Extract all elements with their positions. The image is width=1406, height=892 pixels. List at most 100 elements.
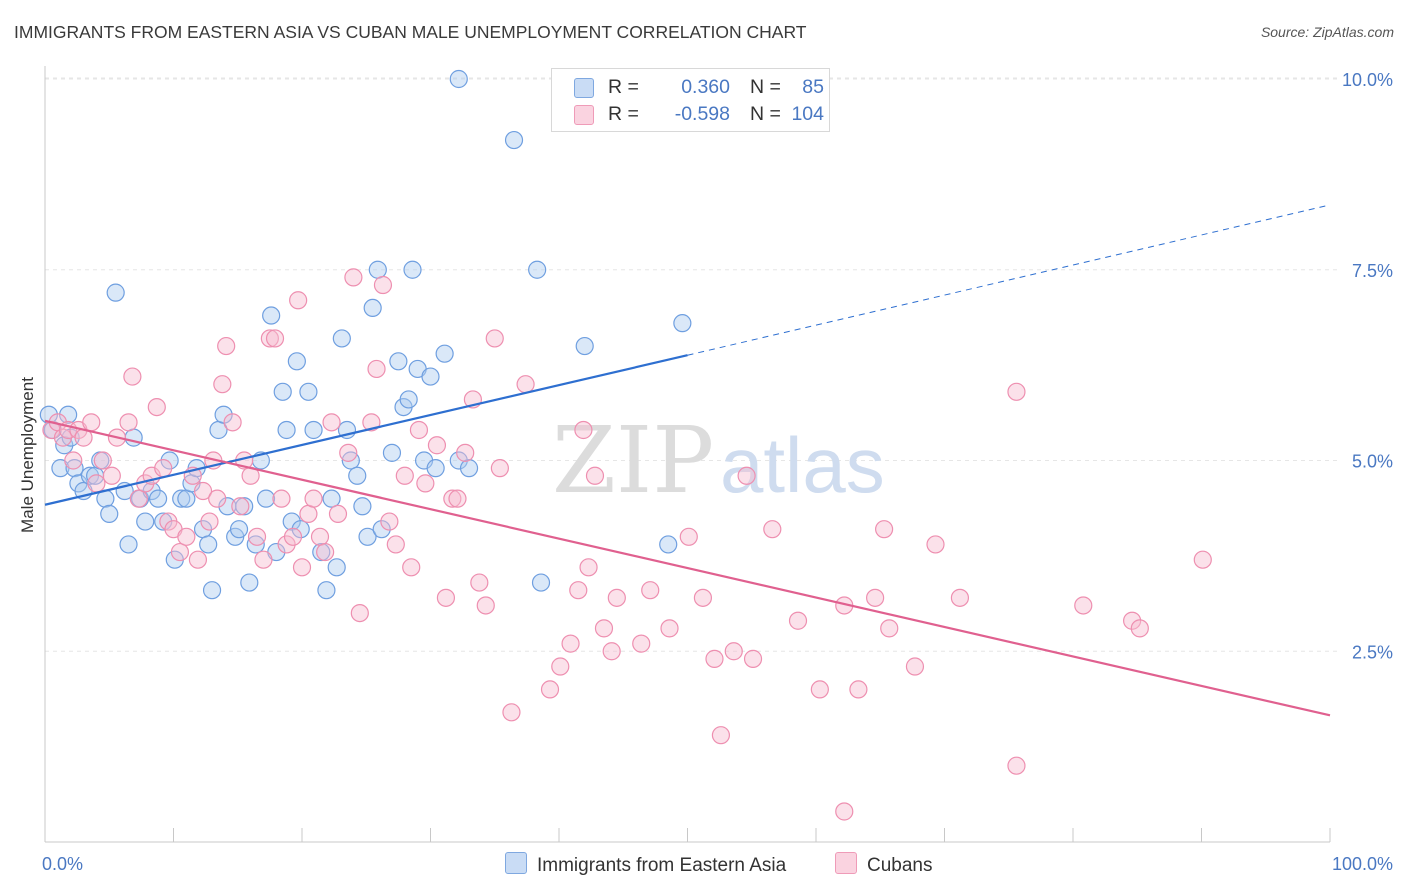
bottom-legend-eastern-asia: Immigrants from Eastern Asia <box>505 852 786 877</box>
point-cubans <box>476 596 495 615</box>
bottom-legend-cubans: Cubans <box>835 852 933 877</box>
point-eastern-asia <box>504 130 524 150</box>
point-eastern-asia <box>531 573 551 592</box>
point-cubans <box>602 642 621 661</box>
point-cubans <box>950 588 970 607</box>
point-cubans <box>395 466 414 485</box>
point-eastern-asia <box>229 520 249 539</box>
point-eastern-asia <box>399 390 418 409</box>
point-cubans <box>123 367 142 386</box>
point-cubans <box>310 527 330 546</box>
point-eastern-asia <box>299 382 318 401</box>
point-eastern-asia <box>304 420 323 440</box>
point-eastern-asia <box>80 466 100 485</box>
watermark-atlas: atlas <box>720 421 885 509</box>
legend-swatch-eastern-asia <box>574 78 594 98</box>
point-cubans <box>380 512 399 531</box>
trend-line-eastern-asia <box>44 354 688 506</box>
point-cubans <box>402 558 421 577</box>
point-cubans <box>705 649 724 668</box>
point-cubans <box>367 359 386 379</box>
tick-labels: 2.5% 5.0% 7.5% 10.0% 0.0% 100.0% <box>42 70 1393 874</box>
point-eastern-asia <box>575 336 594 356</box>
point-cubans <box>905 657 925 676</box>
point-eastern-asia <box>277 420 296 440</box>
point-eastern-asia <box>106 283 125 302</box>
point-eastern-asia <box>240 573 259 592</box>
point-cubans <box>213 375 232 394</box>
point-cubans <box>490 459 509 478</box>
point-eastern-asia <box>65 459 84 478</box>
point-cubans <box>277 535 296 554</box>
point-cubans <box>322 413 341 432</box>
point-cubans <box>866 588 885 607</box>
point-eastern-asia <box>291 520 310 539</box>
point-cubans <box>679 527 698 546</box>
trend-lines <box>44 204 1331 717</box>
point-eastern-asia <box>372 520 391 539</box>
point-cubans <box>362 413 381 432</box>
point-eastern-asia <box>262 306 281 325</box>
point-eastern-asia <box>55 436 74 455</box>
axes <box>44 66 1331 843</box>
point-cubans <box>373 275 393 295</box>
point-cubans <box>217 336 236 356</box>
point-cubans <box>485 329 504 348</box>
point-cubans <box>254 550 273 569</box>
y-tick-label: 7.5% <box>1352 261 1393 281</box>
point-cubans <box>849 680 868 699</box>
point-eastern-asia <box>160 451 179 470</box>
point-eastern-asia <box>119 535 138 554</box>
legend-r-label: R = <box>608 76 639 98</box>
legend-n-label: N = <box>750 76 781 98</box>
point-cubans <box>926 535 945 554</box>
point-cubans <box>1007 756 1026 775</box>
point-eastern-asia <box>358 527 377 546</box>
point-cubans <box>724 642 743 661</box>
point-cubans <box>427 436 447 455</box>
point-cubans <box>170 542 190 562</box>
point-cubans <box>632 634 651 653</box>
source-credit: Source: ZipAtlas.com <box>1260 24 1394 40</box>
bottom-legend-swatch-cubans <box>835 852 857 874</box>
point-cubans <box>177 527 196 546</box>
point-cubans <box>607 588 626 607</box>
point-eastern-asia <box>177 489 196 508</box>
point-eastern-asia <box>449 69 468 89</box>
bottom-legend-swatch-eastern-asia <box>505 852 527 874</box>
point-eastern-asia <box>348 466 367 485</box>
point-eastern-asia <box>327 558 346 577</box>
point-eastern-asia <box>435 344 454 363</box>
point-cubans <box>272 489 291 508</box>
point-eastern-asia <box>673 314 692 333</box>
point-eastern-asia <box>100 504 119 524</box>
legend-r-value: -0.598 <box>674 103 730 125</box>
y-axis-label: Male Unemployment <box>18 377 37 533</box>
point-cubans <box>436 588 456 607</box>
legend-n-label: N = <box>750 103 781 125</box>
point-eastern-asia <box>449 451 468 470</box>
point-cubans <box>788 611 808 630</box>
point-eastern-asia <box>202 581 222 600</box>
point-cubans <box>188 550 208 569</box>
point-cubans <box>154 459 173 478</box>
legend-n-value: 104 <box>791 103 824 125</box>
point-cubans <box>299 504 318 524</box>
point-cubans <box>304 489 323 508</box>
point-cubans <box>1130 619 1149 638</box>
point-cubans <box>810 680 829 699</box>
point-cubans <box>129 489 148 508</box>
point-eastern-asia <box>317 581 336 600</box>
point-cubans <box>1193 550 1212 569</box>
point-cubans <box>283 527 303 546</box>
point-eastern-asia <box>148 489 168 508</box>
point-cubans <box>147 397 166 417</box>
point-cubans <box>585 466 605 485</box>
point-cubans <box>448 489 467 508</box>
point-cubans <box>875 520 894 539</box>
point-cubans <box>443 489 462 508</box>
legend-n-value: 85 <box>802 76 824 98</box>
point-cubans <box>551 657 570 676</box>
point-cubans <box>561 634 580 653</box>
point-cubans <box>223 413 242 432</box>
